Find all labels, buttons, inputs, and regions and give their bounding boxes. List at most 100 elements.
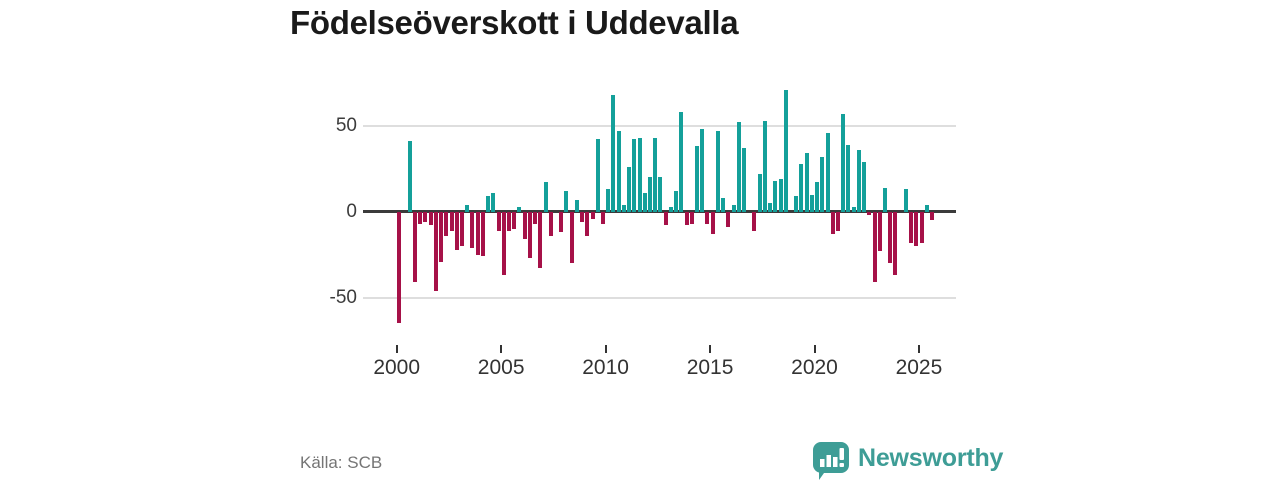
bar-2003Q4 [475,211,480,255]
bar-2001Q3 [428,211,433,226]
bar-2019Q3 [804,153,809,212]
bar-2023Q3 [888,211,893,264]
bar-2016Q3 [741,148,746,212]
x-axis-label-2010: 2010 [582,356,629,379]
bar-2011Q2 [632,139,637,212]
bar-2000Q4 [412,211,417,283]
bar-2008Q1 [564,191,569,212]
bar-2023Q2 [883,187,887,212]
bar-2015Q4 [726,211,731,228]
bar-2014Q1 [689,211,694,224]
newsworthy-chart-bubble-icon [813,442,849,485]
x-tick-2025 [917,345,920,353]
bar-2018Q2 [778,179,783,212]
bar-2004Q1 [480,211,485,257]
bar-2003Q1 [459,211,464,247]
x-tick-2005 [500,345,503,353]
bar-2006Q4 [538,211,543,269]
bar-2009Q1 [585,211,590,236]
bar-2016Q1 [731,204,736,212]
bar-2009Q4 [600,211,605,224]
bar-2020Q4 [830,211,835,235]
x-axis-label-2000: 2000 [373,356,421,379]
bar-2024Q3 [909,211,914,243]
bar-2001Q4 [433,211,438,291]
bar-2002Q1 [439,211,444,262]
bar-2008Q3 [574,199,579,212]
bar-2023Q4 [893,211,898,276]
bar-2016Q2 [736,122,741,212]
bar-2020Q2 [820,156,825,212]
bar-2005Q3 [512,211,517,229]
bar-2014Q2 [694,146,699,212]
bar-2021Q4 [851,206,856,212]
bar-2015Q3 [721,197,726,212]
y-axis-label-0: 0 [346,200,357,222]
x-tick-2015 [709,345,712,353]
bar-2011Q3 [637,137,642,212]
bar-2024Q2 [903,189,908,212]
bar-2003Q2 [465,204,470,212]
bar-2024Q4 [914,211,919,247]
newsworthy-logo-text: Newsworthy [858,444,1004,472]
bar-2006Q3 [533,211,538,224]
bar-2015Q1 [710,211,715,235]
bar-2010Q3 [616,130,621,212]
bar-2021Q1 [836,211,840,231]
bar-2004Q3 [491,192,496,212]
bar-2009Q2 [590,211,595,219]
y-axis-label--50: -50 [329,286,357,308]
bar-2001Q2 [423,211,428,222]
newsworthy-logo[interactable]: Newsworthy [813,442,1003,480]
x-axis-label-2005: 2005 [477,356,525,379]
bar-2022Q3 [867,211,872,216]
bar-2013Q4 [684,211,689,226]
bar-2006Q1 [522,211,527,240]
bar-2005Q4 [517,206,522,212]
bar-2014Q3 [700,129,705,212]
bar-2010Q4 [621,204,626,212]
bar-2019Q4 [809,194,814,212]
x-tick-2010 [604,345,607,353]
bar-2000Q1 [397,211,402,324]
y-axis-label-50: 50 [335,114,357,136]
bar-2017Q2 [757,173,762,212]
bar-2021Q3 [846,144,851,212]
bar-2018Q1 [773,180,778,212]
bar-2008Q4 [580,211,585,222]
bar-2012Q4 [663,211,668,226]
x-axis-label-2025: 2025 [895,356,943,379]
bar-2017Q3 [762,120,767,212]
chart-title: Födelseöverskott i Uddevalla [290,4,739,41]
bar-2019Q1 [794,196,799,212]
bar-2007Q4 [559,211,564,233]
bar-2015Q2 [715,130,720,212]
x-axis-label-2020: 2020 [791,356,838,379]
bar-2018Q3 [783,89,788,212]
bar-2023Q1 [877,211,882,252]
bar-2010Q2 [611,94,616,212]
bar-2005Q1 [501,211,506,276]
bar-2011Q4 [642,192,647,212]
bar-2022Q4 [872,211,877,283]
x-axis-label-2015: 2015 [686,356,734,379]
bar-2007Q1 [543,182,548,212]
gridline--50 [363,296,956,299]
bar-2025Q1 [919,211,924,243]
bar-2025Q2 [924,204,929,212]
gridline-50 [363,124,956,127]
bar-2022Q1 [856,149,861,212]
bar-2009Q3 [595,139,600,212]
bar-2012Q3 [658,177,663,212]
bar-2014Q4 [705,211,710,224]
bar-2017Q1 [752,211,757,231]
bar-2022Q2 [862,161,867,212]
x-tick-2000 [395,345,398,353]
bar-2013Q1 [668,206,673,212]
bar-2007Q2 [548,211,553,236]
x-tick-2020 [813,345,816,353]
bar-2013Q3 [679,111,684,212]
bar-2002Q3 [449,211,454,231]
bar-2004Q4 [496,211,501,231]
